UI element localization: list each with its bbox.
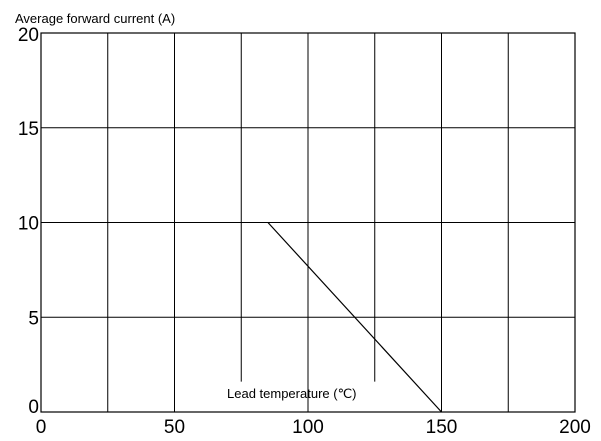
y-tick-label: 10 [18, 214, 39, 235]
x-tick-label: 200 [559, 417, 591, 438]
y-tick-labels: 0 5 10 15 20 [18, 25, 39, 418]
y-tick-label: 0 [28, 397, 39, 418]
x-axis-label: Lead temperature (℃) [227, 386, 357, 401]
series-line-0 [267, 222, 442, 413]
y-tick-label: 20 [18, 25, 39, 46]
plot-frame [40, 32, 576, 413]
series-group [267, 222, 442, 413]
grid-lines [41, 33, 575, 412]
x-tick-label: 50 [164, 417, 185, 438]
x-tick-label: 100 [292, 417, 324, 438]
y-axis-label: Average forward current (A) [15, 11, 175, 26]
y-tick-label: 15 [18, 119, 39, 140]
x-tick-label: 150 [426, 417, 458, 438]
x-tick-labels: 0 50 100 150 200 [36, 417, 591, 438]
y-tick-label: 5 [28, 308, 39, 329]
x-tick-label: 0 [36, 417, 47, 438]
